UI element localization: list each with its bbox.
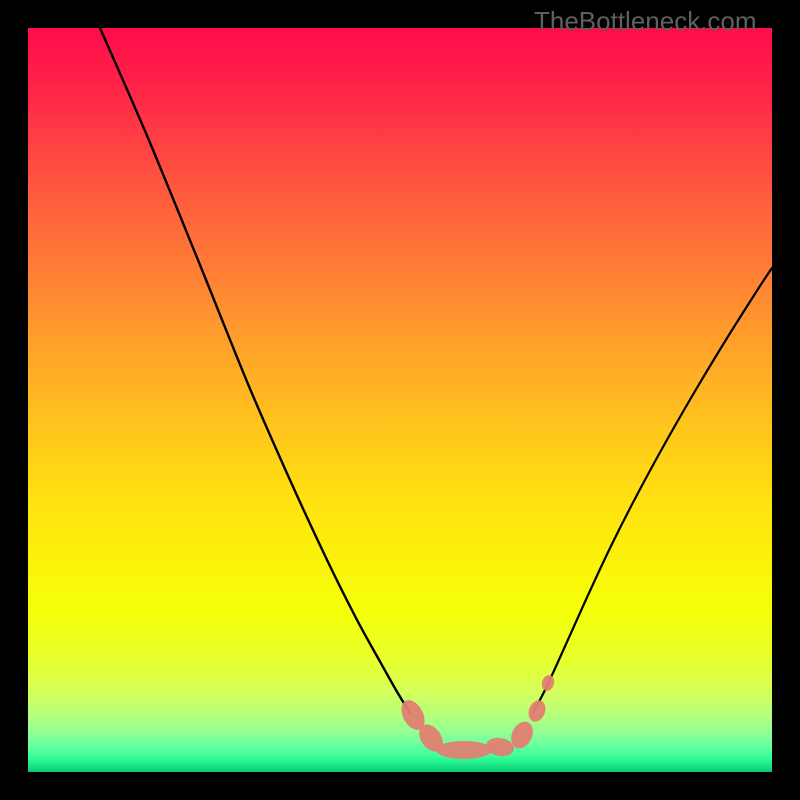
attribution-label: TheBottleneck.com [534,6,757,37]
gradient-background [28,28,772,772]
bottleneck-chart [28,28,772,772]
